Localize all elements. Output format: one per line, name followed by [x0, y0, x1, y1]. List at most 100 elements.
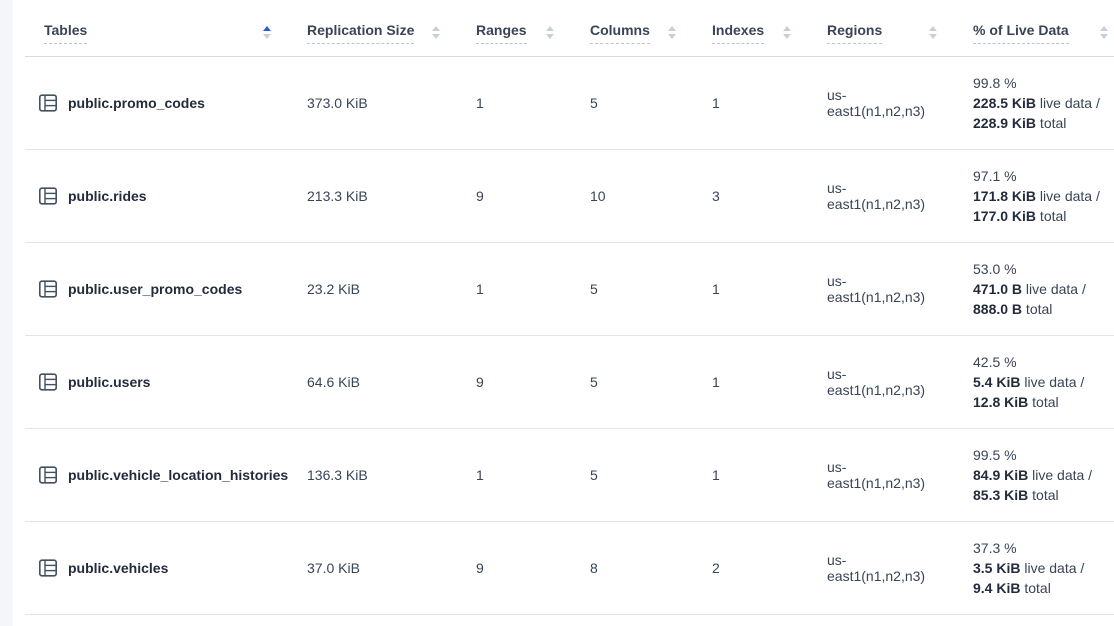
cell-live-data: 99.5 % 84.9 KiB live data / 85.3 KiB tot…: [943, 445, 1114, 505]
live-data-percent: 37.3 %: [973, 540, 1017, 556]
table-grid-icon: [38, 372, 58, 392]
cell-table-name: public.vehicles: [25, 558, 277, 578]
cell-columns: 10: [590, 188, 606, 204]
cell-replication-size: 37.0 KiB: [307, 560, 360, 576]
cell-replication-size: 64.6 KiB: [307, 374, 360, 390]
cell-live-data: 97.1 % 171.8 KiB live data / 177.0 KiB t…: [943, 166, 1114, 226]
table-name-link[interactable]: public.promo_codes: [68, 95, 205, 111]
sort-arrows-icon[interactable]: [929, 26, 937, 39]
cell-columns: 5: [590, 95, 598, 111]
cell-table-name: public.user_promo_codes: [25, 279, 277, 299]
cell-replication-size: 23.2 KiB: [307, 281, 360, 297]
cell-indexes: 2: [712, 560, 720, 576]
table-row[interactable]: public.rides 213.3 KiB 9 10 3 us-east1(n…: [25, 150, 1114, 243]
column-header-regions[interactable]: Regions: [797, 22, 943, 44]
cell-replication-size: 373.0 KiB: [307, 95, 368, 111]
cell-columns: 5: [590, 467, 598, 483]
table-name-link[interactable]: public.vehicle_location_histories: [68, 467, 289, 483]
column-header-tables-label[interactable]: Tables: [44, 22, 88, 44]
sort-arrows-icon[interactable]: [546, 26, 554, 39]
column-header-ranges-label[interactable]: Ranges: [476, 22, 527, 44]
live-data-amount: 171.8 KiB live data /: [973, 188, 1100, 204]
cell-regions: us-east1(n1,n2,n3): [827, 366, 926, 398]
cell-indexes: 1: [712, 95, 720, 111]
column-header-regions-label[interactable]: Regions: [827, 22, 883, 44]
column-header-ranges[interactable]: Ranges: [446, 22, 560, 44]
cell-indexes: 3: [712, 188, 720, 204]
cell-indexes: 1: [712, 467, 720, 483]
cell-table-name: public.users: [25, 372, 277, 392]
column-header-live-data[interactable]: % of Live Data: [943, 22, 1114, 44]
cell-live-data: 37.3 % 3.5 KiB live data / 9.4 KiB total: [943, 538, 1114, 598]
cell-ranges: 1: [476, 95, 484, 111]
cell-regions: us-east1(n1,n2,n3): [827, 180, 926, 212]
cell-regions: us-east1(n1,n2,n3): [827, 273, 926, 305]
table-name-link[interactable]: public.vehicles: [68, 560, 169, 576]
live-data-total: 888.0 B total: [973, 301, 1053, 317]
live-data-percent: 53.0 %: [973, 261, 1017, 277]
live-data-amount: 84.9 KiB live data /: [973, 467, 1093, 483]
cell-live-data: 99.8 % 228.5 KiB live data / 228.9 KiB t…: [943, 73, 1114, 133]
live-data-amount: 5.4 KiB live data /: [973, 374, 1085, 390]
live-data-total: 85.3 KiB total: [973, 487, 1059, 503]
live-data-total: 9.4 KiB total: [973, 580, 1051, 596]
table-grid-icon: [38, 465, 58, 485]
live-data-total: 177.0 KiB total: [973, 208, 1067, 224]
column-header-indexes-label[interactable]: Indexes: [712, 22, 765, 44]
table-name-link[interactable]: public.user_promo_codes: [68, 281, 243, 297]
table-name-link[interactable]: public.rides: [68, 188, 147, 204]
column-header-replication-size[interactable]: Replication Size: [277, 22, 446, 44]
column-header-tables[interactable]: Tables: [25, 22, 277, 44]
page-gutter: [0, 0, 13, 626]
table-header-row: Tables Replication Size Ranges Columns I…: [25, 0, 1114, 57]
cell-table-name: public.rides: [25, 186, 277, 206]
cell-ranges: 9: [476, 374, 484, 390]
cell-table-name: public.vehicle_location_histories: [25, 465, 288, 485]
live-data-total: 228.9 KiB total: [973, 115, 1067, 131]
cell-regions: us-east1(n1,n2,n3): [827, 459, 926, 491]
table-row[interactable]: public.vehicle_location_histories 136.3 …: [25, 429, 1114, 522]
table-row[interactable]: public.vehicles 37.0 KiB 9 8 2 us-east1(…: [25, 522, 1114, 615]
table-grid-icon: [38, 93, 58, 113]
live-data-amount: 228.5 KiB live data /: [973, 95, 1100, 111]
live-data-amount: 3.5 KiB live data /: [973, 560, 1085, 576]
sort-arrows-icon[interactable]: [783, 26, 791, 39]
table-grid-icon: [38, 279, 58, 299]
live-data-total: 12.8 KiB total: [973, 394, 1059, 410]
live-data-amount: 471.0 B live data /: [973, 281, 1086, 297]
sort-arrows-icon[interactable]: [1100, 26, 1108, 39]
database-tables-table: Tables Replication Size Ranges Columns I…: [25, 0, 1114, 615]
live-data-percent: 42.5 %: [973, 354, 1017, 370]
table-row[interactable]: public.promo_codes 373.0 KiB 1 5 1 us-ea…: [25, 57, 1114, 150]
sort-arrows-icon[interactable]: [432, 26, 440, 39]
table-name-link[interactable]: public.users: [68, 374, 151, 390]
cell-columns: 5: [590, 281, 598, 297]
cell-live-data: 53.0 % 471.0 B live data / 888.0 B total: [943, 259, 1114, 319]
cell-ranges: 9: [476, 560, 484, 576]
cell-replication-size: 136.3 KiB: [307, 467, 368, 483]
cell-regions: us-east1(n1,n2,n3): [827, 552, 926, 584]
sort-arrows-icon[interactable]: [263, 26, 271, 39]
column-header-live-data-label[interactable]: % of Live Data: [973, 22, 1069, 44]
table-grid-icon: [38, 186, 58, 206]
cell-regions: us-east1(n1,n2,n3): [827, 87, 926, 119]
column-header-indexes[interactable]: Indexes: [682, 22, 797, 44]
live-data-percent: 99.5 %: [973, 447, 1017, 463]
cell-ranges: 1: [476, 467, 484, 483]
table-row[interactable]: public.users 64.6 KiB 9 5 1 us-east1(n1,…: [25, 336, 1114, 429]
column-header-columns-label[interactable]: Columns: [590, 22, 650, 44]
cell-columns: 5: [590, 374, 598, 390]
cell-indexes: 1: [712, 281, 720, 297]
cell-ranges: 1: [476, 281, 484, 297]
cell-ranges: 9: [476, 188, 484, 204]
sort-arrows-icon[interactable]: [668, 26, 676, 39]
live-data-percent: 97.1 %: [973, 168, 1017, 184]
column-header-replication-size-label[interactable]: Replication Size: [307, 22, 415, 44]
live-data-percent: 99.8 %: [973, 75, 1017, 91]
table-row[interactable]: public.user_promo_codes 23.2 KiB 1 5 1 u…: [25, 243, 1114, 336]
table-grid-icon: [38, 558, 58, 578]
cell-indexes: 1: [712, 374, 720, 390]
cell-live-data: 42.5 % 5.4 KiB live data / 12.8 KiB tota…: [943, 352, 1114, 412]
cell-replication-size: 213.3 KiB: [307, 188, 368, 204]
column-header-columns[interactable]: Columns: [560, 22, 682, 44]
